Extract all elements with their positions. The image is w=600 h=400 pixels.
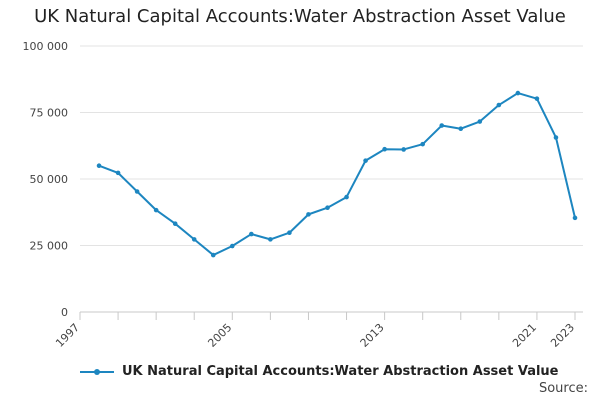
data-point <box>382 146 387 152</box>
data-point <box>534 96 540 101</box>
data-point <box>191 237 197 242</box>
data-point <box>420 141 425 147</box>
series-line <box>98 92 576 257</box>
data-point <box>306 212 311 217</box>
gridlines <box>80 45 583 246</box>
data-point <box>439 123 445 128</box>
data-point <box>172 221 178 226</box>
series <box>96 90 578 258</box>
y-tick-label: 75 000 <box>30 107 69 120</box>
data-point <box>115 170 121 176</box>
legend-marker <box>94 368 100 375</box>
data-point <box>325 205 330 211</box>
data-point <box>515 90 521 96</box>
axes: 0 25 000 50 000 75 000 100 000 1997 2005 2013 20… <box>23 40 583 350</box>
data-point <box>268 237 273 242</box>
data-point <box>153 207 159 213</box>
data-point <box>477 119 483 124</box>
x-tick-label: 2005 <box>205 321 234 350</box>
data-point <box>401 147 406 152</box>
data-point <box>496 102 502 108</box>
data-point <box>249 231 254 237</box>
data-point <box>210 252 216 258</box>
data-point <box>230 243 235 249</box>
data-point <box>572 215 578 221</box>
data-point <box>96 163 102 168</box>
x-tick-label: 2021 <box>510 321 539 350</box>
data-point <box>553 135 559 140</box>
data-point <box>344 194 349 200</box>
data-point <box>287 230 292 236</box>
legend-swatch <box>80 368 114 375</box>
y-tick-label: 0 <box>61 306 68 319</box>
x-tick-label: 2023 <box>548 321 577 350</box>
data-point <box>363 158 368 163</box>
y-tick-label: 50 000 <box>30 173 69 186</box>
x-tick-label: 1997 <box>53 321 82 350</box>
source-label[interactable]: Source: <box>538 381 588 396</box>
data-point <box>134 189 140 194</box>
y-tick-label: 100 000 <box>23 40 69 53</box>
legend[interactable]: UK Natural Capital Accounts:Water Abstra… <box>80 364 559 379</box>
data-point <box>458 126 464 132</box>
chart-title: UK Natural Capital Accounts:Water Abstra… <box>34 6 566 27</box>
y-tick-label: 25 000 <box>30 240 69 253</box>
x-tick-label: 2013 <box>358 321 387 350</box>
legend-label: UK Natural Capital Accounts:Water Abstra… <box>122 364 559 379</box>
